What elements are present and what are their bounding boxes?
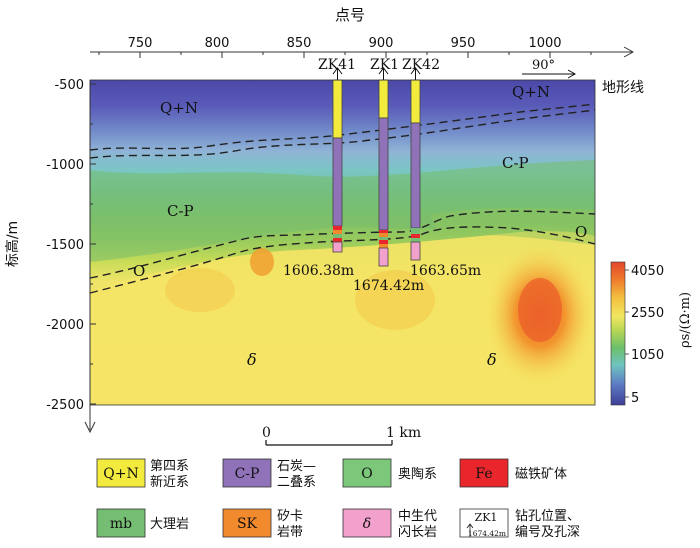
- legend-item-cp: C-P 石炭— 二叠系: [222, 458, 316, 490]
- svg-text:大理岩: 大理岩: [150, 517, 189, 532]
- top-tick-label: 850: [287, 36, 312, 51]
- legend-item-borehole: ZK1 1674.42m 钻孔位置、 编号及孔深: [459, 508, 580, 540]
- borehole-zk41[interactable]: [332, 79, 343, 253]
- svg-text:编号及孔深: 编号及孔深: [515, 525, 580, 540]
- svg-text:磁铁矿体: 磁铁矿体: [515, 467, 567, 482]
- scale-bar: 0 1 km: [262, 425, 421, 446]
- y-tick-label: -500: [54, 78, 84, 93]
- svg-text:mb: mb: [110, 516, 132, 532]
- svg-text:新近系: 新近系: [150, 474, 189, 490]
- left-axis: -500 -1000 -1500 -2000 -2500 标高/m: [4, 78, 96, 434]
- scale-end: 1 km: [386, 425, 421, 441]
- svg-text:O: O: [361, 466, 372, 482]
- formation-qn-left: Q+N: [160, 99, 198, 117]
- legend-item-o: O 奥陶系: [342, 458, 437, 488]
- formation-cp-right: C-P: [502, 154, 529, 172]
- svg-text:1674.42m: 1674.42m: [468, 529, 506, 538]
- y-tick-label: -2000: [46, 318, 84, 333]
- top-tick-label: 1000: [528, 36, 561, 51]
- svg-text:岩带: 岩带: [277, 525, 303, 540]
- zk1-depth: 1674.42m: [353, 278, 424, 294]
- borehole-zk42[interactable]: [410, 79, 421, 261]
- svg-text:闪长岩: 闪长岩: [398, 525, 437, 540]
- top-tick-label: 800: [205, 36, 230, 51]
- svg-text:中生代: 中生代: [398, 509, 437, 524]
- legend-item-fe: Fe 磁铁矿体: [459, 458, 567, 488]
- svg-text:第四系: 第四系: [150, 459, 189, 474]
- svg-text:奥陶系: 奥陶系: [398, 466, 437, 482]
- svg-text:SK: SK: [237, 516, 258, 532]
- y-tick-label: -1500: [46, 238, 84, 253]
- legend-item-qn: Q+N 第四系 新近系: [96, 458, 189, 490]
- top-tick-label: 950: [451, 36, 476, 51]
- y-tick-label: -2500: [46, 398, 84, 413]
- svg-text:δ: δ: [363, 516, 371, 532]
- colorbar: 4050 2550 1050 5 ρs/(Ω·m): [610, 261, 693, 406]
- legend: Q+N 第四系 新近系 C-P 石炭— 二叠系 O 奥陶系 Fe 磁铁矿体 mb…: [96, 458, 580, 540]
- legend-item-sk: SK 矽卡 岩带: [222, 508, 303, 540]
- borehole-zk1[interactable]: [378, 79, 389, 267]
- top-tick-label: 900: [369, 36, 394, 51]
- colorbar-tick: 1050: [631, 348, 664, 363]
- colorbar-label: ρs/(Ω·m): [678, 292, 693, 348]
- top-axis-title: 点号: [335, 6, 365, 24]
- formation-delta-left: δ: [247, 350, 257, 369]
- terrain-line-label: 地形线: [602, 80, 644, 96]
- svg-text:ZK1: ZK1: [475, 511, 498, 524]
- y-tick-label: -1000: [46, 158, 84, 173]
- zk41-depth: 1606.38m: [283, 263, 354, 279]
- formation-o-left: O: [133, 262, 145, 280]
- svg-text:C-P: C-P: [235, 466, 260, 482]
- svg-text:90°: 90°: [532, 58, 555, 73]
- legend-item-delta: δ 中生代 闪长岩: [342, 508, 437, 540]
- colorbar-tick: 5: [631, 391, 639, 406]
- resistivity-field: [90, 80, 595, 405]
- svg-text:矽卡: 矽卡: [277, 509, 303, 524]
- zk41-label: ZK41: [318, 57, 356, 73]
- top-tick-label: 750: [128, 36, 153, 51]
- svg-text:二叠系: 二叠系: [277, 475, 316, 490]
- colorbar-tick: 2550: [631, 306, 664, 321]
- angle-symbol: 90°: [522, 58, 577, 79]
- formation-qn-right: Q+N: [512, 83, 550, 101]
- formation-o-right: O: [575, 223, 587, 241]
- y-axis-title: 标高/m: [4, 221, 21, 267]
- legend-item-mb: mb 大理岩: [96, 508, 189, 538]
- zk42-depth: 1663.65m: [410, 263, 481, 279]
- formation-cp-left: C-P: [167, 202, 194, 220]
- colorbar-tick: 4050: [631, 264, 664, 279]
- formation-delta-right: δ: [487, 350, 497, 369]
- svg-text:石炭—: 石炭—: [277, 459, 316, 474]
- zk42-label: ZK42: [402, 57, 440, 73]
- svg-text:Q+N: Q+N: [103, 466, 138, 482]
- zk1-label: ZK1: [370, 57, 399, 73]
- svg-text:Fe: Fe: [475, 466, 492, 482]
- svg-text:钻孔位置、: 钻孔位置、: [515, 509, 580, 524]
- scale-start: 0: [262, 425, 271, 441]
- top-axis: 750 800 850 900 950 1000 点号: [90, 6, 635, 58]
